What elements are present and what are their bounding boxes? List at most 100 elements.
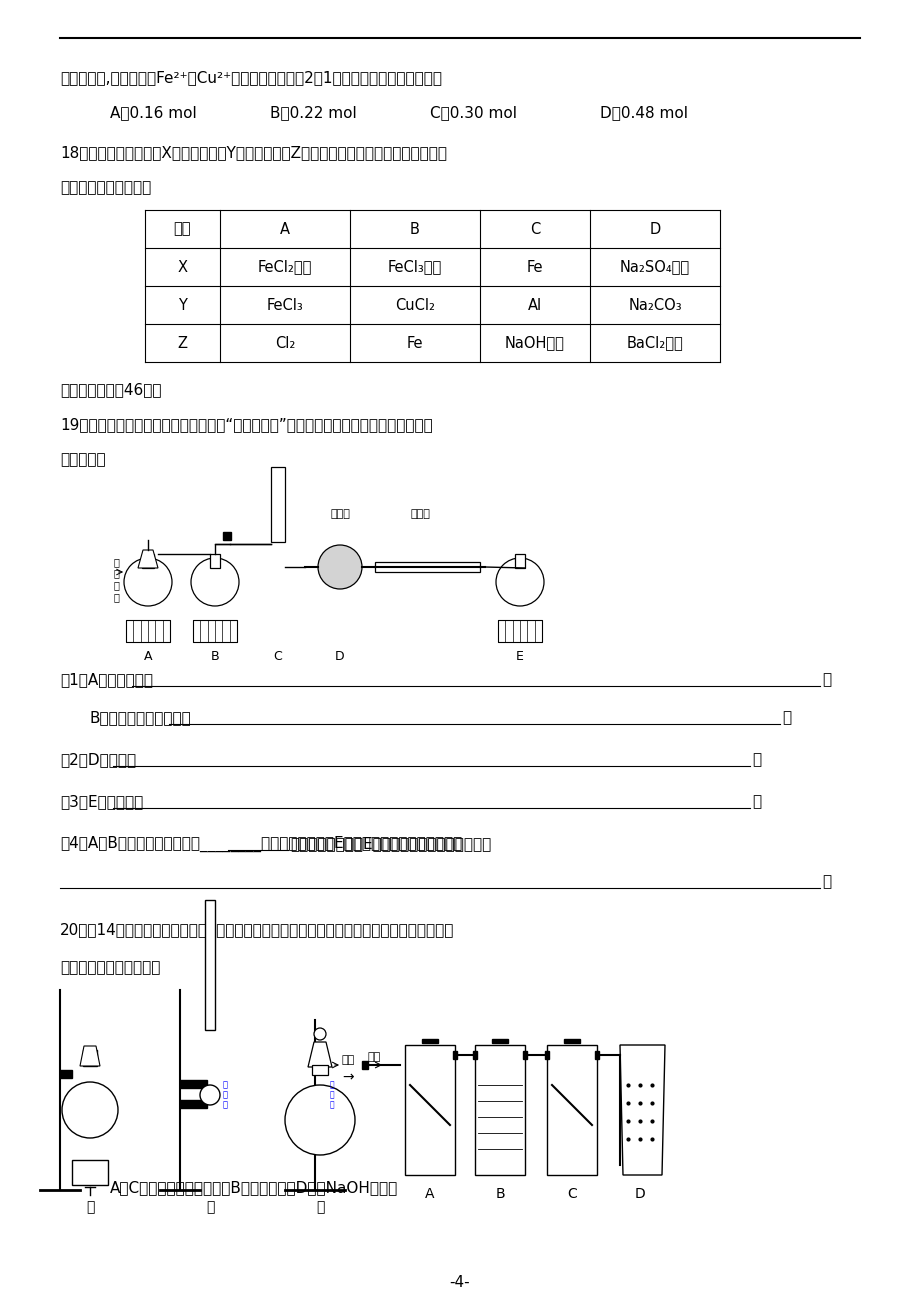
Text: B中反应的化学方程式为: B中反应的化学方程式为 <box>90 710 191 725</box>
Text: B．0.22 mol: B．0.22 mol <box>269 105 357 120</box>
Text: 碱石灰: 碱石灰 <box>330 509 349 519</box>
Bar <box>361 1061 368 1069</box>
Text: E: E <box>516 650 523 663</box>
Text: 19．某化学兴趣小组利用如图装置进行“铁与水反应”的实验，并检验产物的性质，请回答: 19．某化学兴趣小组利用如图装置进行“铁与水反应”的实验，并检验产物的性质，请回… <box>60 417 432 432</box>
Text: CuCl₂: CuCl₂ <box>394 297 435 312</box>
Bar <box>515 553 525 568</box>
Text: 氧化铜: 氧化铜 <box>410 509 429 519</box>
Text: A: A <box>279 221 289 237</box>
Bar <box>180 1079 207 1088</box>
Text: A: A <box>143 650 152 663</box>
Text: C: C <box>529 221 539 237</box>
Text: 甲: 甲 <box>85 1200 94 1213</box>
Polygon shape <box>308 1042 332 1068</box>
Text: 气体: 气体 <box>342 1055 355 1065</box>
Text: ，: ， <box>821 672 830 687</box>
Circle shape <box>191 559 239 605</box>
Text: 二、填空题（共46分）: 二、填空题（共46分） <box>60 381 162 397</box>
Bar <box>60 1070 72 1078</box>
Bar <box>404 1046 455 1174</box>
Circle shape <box>313 1029 325 1040</box>
Text: A: A <box>425 1187 435 1200</box>
Bar <box>472 1051 476 1059</box>
Bar <box>210 553 220 568</box>
Circle shape <box>199 1085 220 1105</box>
Text: BaCl₂溶液: BaCl₂溶液 <box>626 336 683 350</box>
Bar <box>142 553 153 568</box>
Circle shape <box>318 546 361 589</box>
Text: 20．（14分）某研究性学习小组为研究氯气是否具有漂白性，设计如图所示实验装置。试根据: 20．（14分）某研究性学习小组为研究氯气是否具有漂白性，设计如图所示实验装置。… <box>60 922 454 937</box>
Bar <box>271 467 285 542</box>
Text: 丙: 丙 <box>315 1200 323 1213</box>
Polygon shape <box>138 549 158 568</box>
Text: Fe: Fe <box>527 259 542 275</box>
Text: D: D <box>634 1187 644 1200</box>
Bar <box>193 620 237 642</box>
Bar <box>222 533 231 540</box>
Circle shape <box>495 559 543 605</box>
Text: Cl₂: Cl₂ <box>275 336 295 350</box>
Text: 处的酒精灯，点燃E处酒精灯之前应进行的操作是: 处的酒精灯，点燃E处酒精灯之前应进行的操作是 <box>289 836 491 852</box>
Text: 下列问题：: 下列问题： <box>60 452 106 467</box>
Text: 。: 。 <box>781 710 790 725</box>
Bar <box>205 900 215 1030</box>
Text: （1）A装置的作用是: （1）A装置的作用是 <box>60 672 153 687</box>
Text: 选项: 选项 <box>174 221 191 237</box>
Text: Na₂CO₃: Na₂CO₃ <box>628 297 681 312</box>
Text: 。: 。 <box>821 874 830 889</box>
Bar <box>595 1051 598 1059</box>
Text: 水
碳
瓷
片: 水 碳 瓷 片 <box>113 557 119 602</box>
Text: B: B <box>494 1187 505 1200</box>
Text: FeCl₃: FeCl₃ <box>267 297 303 312</box>
Text: X: X <box>177 259 187 275</box>
Text: Y: Y <box>178 297 187 312</box>
Bar <box>544 1051 549 1059</box>
Text: 实验装置回答下列问题：: 实验装置回答下列问题： <box>60 960 160 975</box>
Text: 。: 。 <box>751 794 760 809</box>
Bar <box>72 1160 108 1185</box>
Text: C: C <box>566 1187 576 1200</box>
Text: 所加试剂正确的一组是: 所加试剂正确的一组是 <box>60 180 151 195</box>
Text: 气体: 气体 <box>368 1052 380 1062</box>
Text: Al: Al <box>528 297 541 312</box>
Text: （2）D的作用是: （2）D的作用是 <box>60 753 136 767</box>
Text: （3）E中的现象是: （3）E中的现象是 <box>60 794 143 809</box>
Text: C: C <box>273 650 282 663</box>
Bar <box>312 1065 328 1075</box>
Text: B: B <box>210 650 219 663</box>
Text: 。: 。 <box>751 753 760 767</box>
Bar <box>452 1051 457 1059</box>
Text: 18．下列各组物质中，X是主体物质，Y是少量杂质，Z是为除去杂质所要加入的试剂，其中: 18．下列各组物质中，X是主体物质，Y是少量杂质，Z是为除去杂质所要加入的试剂，… <box>60 145 447 160</box>
Text: D: D <box>649 221 660 237</box>
Polygon shape <box>619 1046 664 1174</box>
Text: Fe: Fe <box>406 336 423 350</box>
Text: 杂
酸
用: 杂 酸 用 <box>329 1079 334 1109</box>
Bar <box>375 562 480 572</box>
Text: →: → <box>342 1070 353 1085</box>
Text: Na₂SO₄溶液: Na₂SO₄溶液 <box>619 259 689 275</box>
Text: FeCl₃溶液: FeCl₃溶液 <box>388 259 442 275</box>
Bar <box>83 1049 96 1066</box>
Bar <box>492 1039 507 1043</box>
Circle shape <box>62 1082 118 1138</box>
Bar <box>547 1046 596 1174</box>
Text: 充分反应后,测得溶液中Fe²⁺与Cu²⁺的物质的量之比为2：1，则加入铁粉的物质的量为: 充分反应后,测得溶液中Fe²⁺与Cu²⁺的物质的量之比为2：1，则加入铁粉的物质… <box>60 70 441 85</box>
Text: A．0.16 mol: A．0.16 mol <box>110 105 197 120</box>
Text: （4）A、B两个装置中应先点燃________处的酒精灯，点燃E处酒精灯之前应进行的操作是: （4）A、B两个装置中应先点燃________处的酒精灯，点燃E处酒精灯之前应进… <box>60 836 461 853</box>
Text: C．0.30 mol: C．0.30 mol <box>429 105 516 120</box>
Text: A，C中为干燥的有色布条，B为无色液体，D中为NaOH溶液。: A，C中为干燥的有色布条，B为无色液体，D中为NaOH溶液。 <box>110 1180 398 1195</box>
Polygon shape <box>80 1046 100 1066</box>
Text: Z: Z <box>177 336 187 350</box>
Bar <box>422 1039 437 1043</box>
Bar <box>180 1100 207 1108</box>
Text: FeCl₂溶液: FeCl₂溶液 <box>257 259 312 275</box>
Bar <box>474 1046 525 1174</box>
Text: 盐
酸
瓶: 盐 酸 瓶 <box>222 1079 227 1109</box>
Bar <box>563 1039 579 1043</box>
Circle shape <box>124 559 172 605</box>
Text: NaOH溶液: NaOH溶液 <box>505 336 564 350</box>
Bar <box>522 1051 527 1059</box>
Circle shape <box>285 1085 355 1155</box>
Text: B: B <box>410 221 419 237</box>
Bar <box>497 620 541 642</box>
